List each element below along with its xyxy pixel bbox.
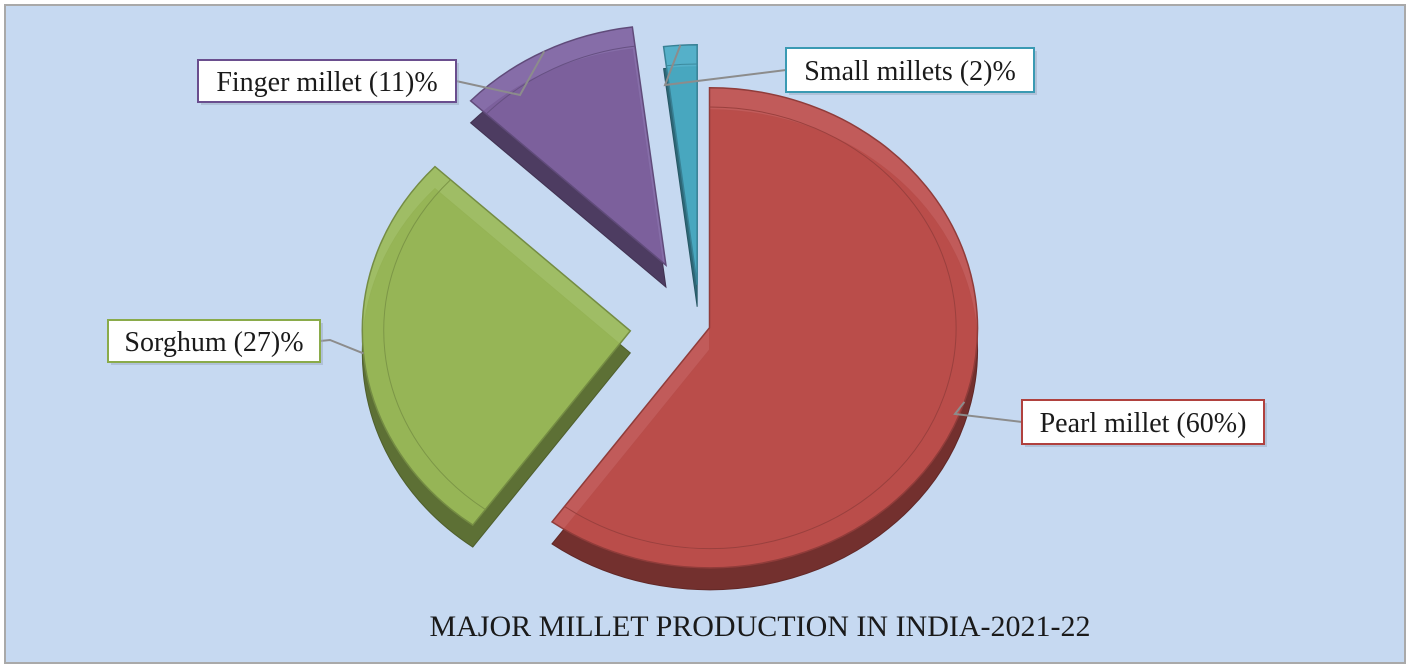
callouts-group: Pearl millet (60%) Sorghum (27)% Finger mi… bbox=[107, 47, 1267, 447]
slice-bevel-3 bbox=[666, 63, 698, 67]
callout-label: Pearl millet (60%) bbox=[1040, 408, 1247, 439]
slice-bevel-0 bbox=[564, 106, 957, 550]
callout-label: Finger millet (11)% bbox=[216, 67, 437, 98]
leader-lines-group bbox=[319, 44, 1023, 423]
leader-line-3 bbox=[663, 44, 787, 87]
callout-box bbox=[785, 47, 1035, 93]
leader-line-2 bbox=[455, 50, 546, 97]
leader-line-1 bbox=[319, 338, 364, 355]
callout-label: Small millets (2)% bbox=[804, 56, 1016, 87]
leader-line-0 bbox=[953, 401, 1023, 423]
slice-bevel-2 bbox=[485, 45, 636, 115]
callout-box bbox=[107, 319, 321, 363]
callout-pearl: Pearl millet (60%) bbox=[1021, 399, 1267, 447]
callout-label: Sorghum (27)% bbox=[124, 327, 303, 358]
chart-title: MAJOR MILLET PRODUCTION IN INDIA-2021-22 bbox=[429, 610, 1090, 643]
callout-box bbox=[1021, 399, 1265, 445]
slice-tops-group bbox=[361, 26, 979, 569]
callout-finger: Finger millet (11)% bbox=[197, 59, 459, 105]
callout-box bbox=[197, 59, 457, 103]
callout-small: Small millets (2)% bbox=[785, 47, 1037, 95]
slice-bevel-1 bbox=[383, 179, 486, 510]
callout-sorghum: Sorghum (27)% bbox=[107, 319, 323, 365]
